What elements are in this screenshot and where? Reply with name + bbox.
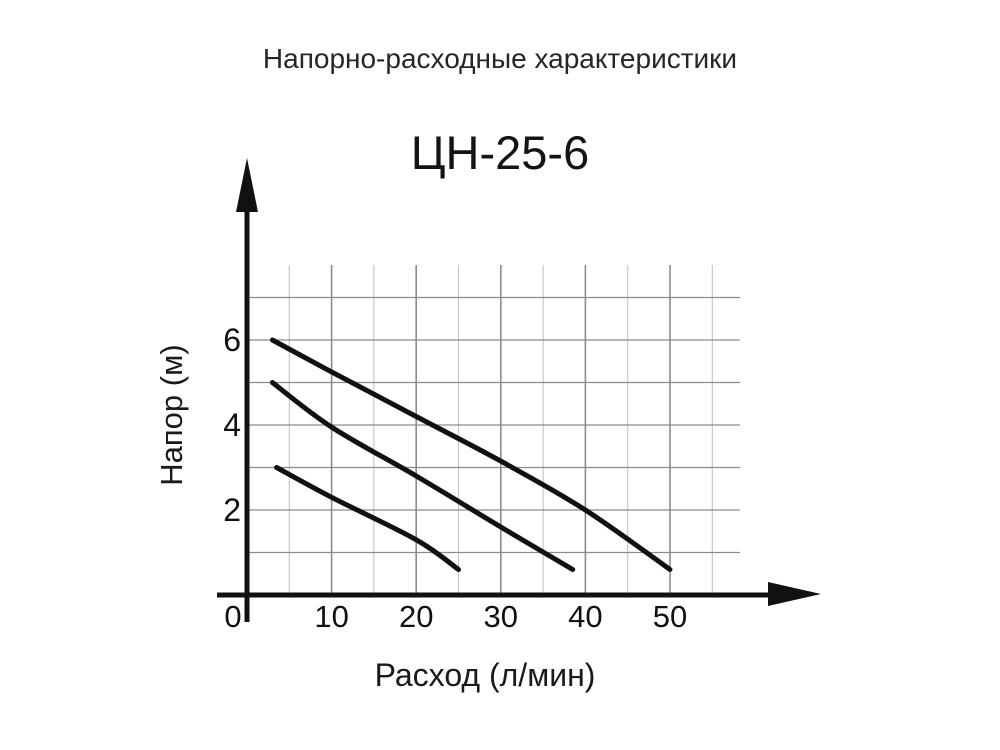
x-axis-label: Расход (л/мин) xyxy=(374,657,596,693)
figure-title: Напорно-расходные характеристики xyxy=(262,43,738,74)
pump-curve-curve-1 xyxy=(269,337,673,572)
pump-curve-curve-2 xyxy=(269,380,576,572)
y-axis-arrow-icon xyxy=(236,158,258,212)
x-tick-label: 50 xyxy=(653,599,687,634)
x-axis-arrow-icon xyxy=(768,582,821,606)
x-tick-label: 20 xyxy=(399,599,433,634)
x-tick-label: 40 xyxy=(568,599,602,634)
pump-curve-curve-3 xyxy=(274,465,461,572)
y-axis-label: Напор (м) xyxy=(154,344,189,486)
y-tick-label: 2 xyxy=(223,492,241,528)
pump-model-title: ЦН-25-6 xyxy=(410,126,590,179)
y-tick-label: 6 xyxy=(223,322,241,358)
x-tick-label: 0 xyxy=(224,599,241,634)
x-tick-label: 10 xyxy=(314,599,348,634)
y-tick-label: 4 xyxy=(223,407,241,443)
x-tick-label: 30 xyxy=(484,599,518,634)
